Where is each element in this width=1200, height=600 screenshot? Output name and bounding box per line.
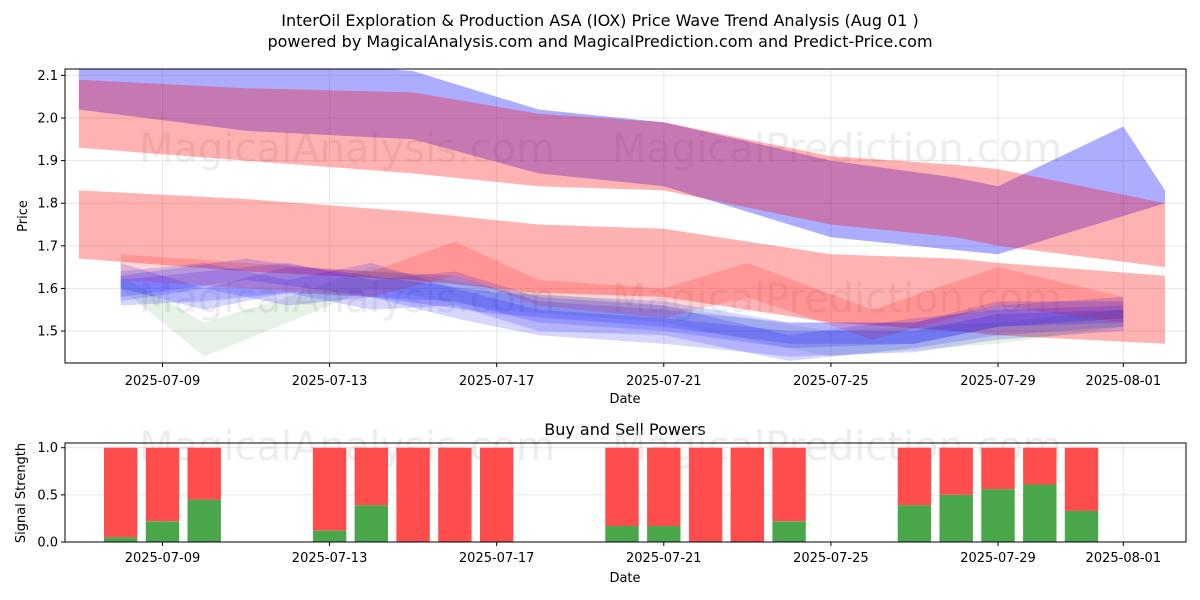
buy-bar [647, 526, 681, 542]
top-x-tick-label: 2025-07-09 [125, 374, 201, 389]
price-wave-chart: MagicalAnalysis.com MagicalPrediction.co… [16, 68, 1187, 407]
bottom-x-tick-label: 2025-07-21 [626, 551, 702, 566]
buy-bar [605, 526, 639, 542]
top-y-tick-label: 1.8 [37, 197, 58, 212]
top-x-tick-label: 2025-07-17 [459, 374, 535, 389]
bottom-x-tick-label: 2025-07-09 [125, 551, 201, 566]
sell-bar [187, 447, 221, 500]
bottom-ticks: 2025-07-09 2025-07-13 2025-07-17 2025-07-21… [37, 441, 1161, 566]
chart-subtitle: powered by MagicalAnalysis.com and Magic… [267, 32, 932, 51]
watermark-prediction: MagicalPrediction.com [612, 276, 1062, 322]
sell-bar [104, 447, 138, 538]
blue-wave-1 [120, 262, 1124, 349]
upper-red-band [78, 79, 1166, 268]
sell-bar [772, 447, 806, 522]
bottom-x-axis-title: Date [609, 571, 640, 586]
bottom-y-tick-label: 1.0 [37, 441, 58, 456]
sell-bar [981, 447, 1015, 490]
bottom-chart-title: Buy and Sell Powers [544, 420, 706, 439]
sell-bar [1064, 447, 1099, 511]
bottom-x-tick-label: 2025-07-17 [459, 551, 535, 566]
top-x-tick-label: 2025-08-01 [1086, 374, 1162, 389]
blue-wave-2 [120, 262, 1124, 357]
top-x-tick-label: 2025-07-29 [960, 374, 1036, 389]
bottom-plot-frame [64, 442, 1187, 543]
sell-bar [480, 447, 514, 542]
top-plot-frame [64, 68, 1187, 364]
buy-bar [312, 530, 347, 542]
sell-bar [312, 447, 347, 531]
bottom-y-tick-label: 0.0 [37, 536, 58, 551]
top-x-tick-label: 2025-07-25 [793, 374, 869, 389]
top-x-tick-label: 2025-07-13 [292, 374, 368, 389]
buy-bar [772, 521, 806, 542]
bottom-x-tick-label: 2025-07-29 [960, 551, 1036, 566]
watermark-analysis: MagicalAnalysis.com [139, 126, 555, 172]
top-watermarks: MagicalAnalysis.com MagicalPrediction.co… [139, 126, 1062, 322]
top-y-tick-label: 1.5 [37, 325, 58, 340]
top-y-tick-label: 1.7 [37, 239, 58, 254]
upper-blue-band [78, 69, 1166, 255]
bottom-x-tick-label: 2025-08-01 [1086, 551, 1162, 566]
sell-bar [939, 447, 973, 495]
buy-bar [897, 505, 932, 542]
sell-bar [354, 447, 388, 506]
buy-bar [1023, 484, 1057, 542]
sell-bar [688, 447, 723, 542]
sell-bar [647, 447, 681, 526]
sell-bar [145, 447, 180, 522]
buy-bar [1064, 510, 1099, 542]
green-band [120, 267, 1124, 357]
top-x-tick-label: 2025-07-21 [626, 374, 702, 389]
bottom-y-axis-title: Signal Strength [14, 443, 29, 543]
blue-wave-3 [120, 262, 1124, 361]
top-y-tick-label: 1.6 [37, 282, 58, 297]
buy-bar [187, 499, 221, 542]
top-ticks: 2025-07-09 2025-07-13 2025-07-17 2025-07-21… [37, 69, 1161, 389]
price-bands [78, 69, 1166, 361]
lower-red-band [78, 190, 1166, 344]
buy-bar [939, 494, 973, 542]
buy-sell-bars [104, 447, 1099, 542]
purple-wave-2 [120, 258, 1124, 344]
top-y-tick-label: 2.0 [37, 112, 58, 127]
buy-sell-powers-chart: Buy and Sell Powers MagicalAnalysis.com … [14, 420, 1187, 586]
top-y-axis-title: Price [16, 200, 31, 232]
buy-bar [145, 521, 180, 542]
buy-bar [981, 489, 1015, 542]
bottom-x-tick-label: 2025-07-25 [793, 551, 869, 566]
sell-bar [897, 447, 932, 506]
top-grid [65, 69, 1186, 363]
sell-bar [438, 447, 472, 542]
sell-bar [396, 447, 430, 542]
watermark-prediction: MagicalPrediction.com [612, 126, 1062, 172]
top-y-tick-label: 1.9 [37, 154, 58, 169]
chart-title: InterOil Exploration & Production ASA (I… [281, 11, 919, 30]
bottom-y-tick-label: 0.5 [37, 488, 58, 503]
top-y-tick-label: 2.1 [37, 69, 58, 84]
purple-wave-1 [120, 241, 1124, 340]
buy-bar [104, 537, 138, 542]
watermark-analysis: MagicalAnalysis.com [139, 276, 555, 322]
bottom-x-tick-label: 2025-07-13 [292, 551, 368, 566]
top-x-axis-title: Date [609, 392, 640, 407]
sell-bar [605, 447, 639, 526]
sell-bar [1023, 447, 1057, 485]
sell-bar [730, 447, 764, 542]
buy-bar [354, 505, 388, 542]
